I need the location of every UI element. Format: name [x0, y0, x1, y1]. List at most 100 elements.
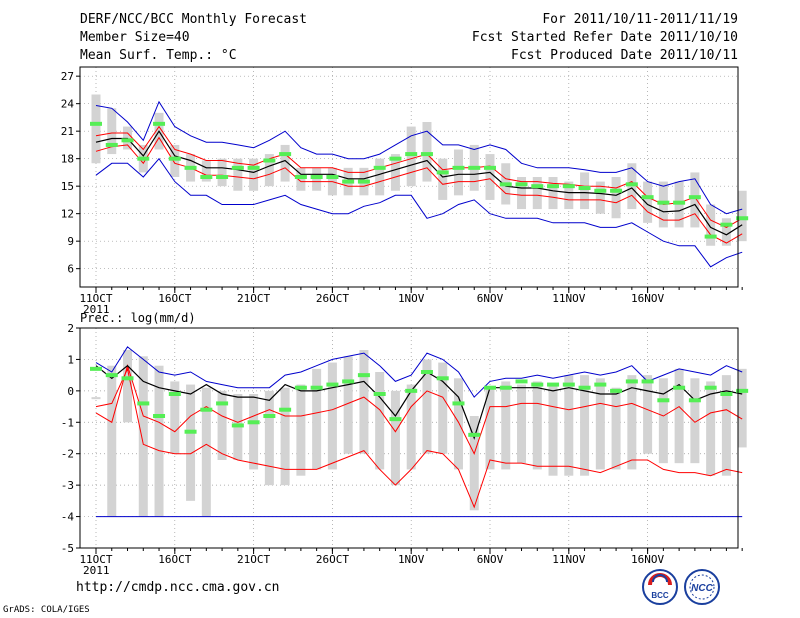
obs-marker [279, 407, 292, 412]
range-box [170, 144, 180, 177]
range-box [343, 356, 353, 454]
range-box [485, 387, 495, 470]
line-max [95, 100, 743, 215]
range-box [706, 204, 716, 246]
obs-marker [515, 182, 528, 187]
range-box [280, 144, 290, 182]
bcc-logo: BCC [642, 569, 678, 605]
obs-marker [625, 182, 638, 187]
obs-marker [263, 158, 276, 163]
obs-marker [326, 175, 339, 179]
range-box [690, 172, 700, 228]
plot-frame [79, 327, 739, 549]
range-box [721, 218, 731, 246]
obs-marker [263, 414, 276, 418]
range-box [737, 190, 747, 242]
range-box [564, 181, 574, 210]
range-box [249, 394, 259, 470]
range-box [375, 158, 385, 196]
range-box [595, 378, 605, 470]
range-box [658, 378, 668, 464]
obs-marker [610, 388, 623, 393]
obs-marker [452, 165, 465, 170]
range-box [517, 384, 527, 464]
obs-marker [720, 222, 733, 227]
panel-temperature: 6 9 12 15 18 21 24 27 11OCT 16OCT 21OCT 26OCT 1NOV 6N… [61, 66, 749, 316]
obs-marker [578, 385, 591, 390]
range-box [406, 126, 416, 187]
obs-marker [121, 376, 134, 381]
obs-marker [610, 188, 623, 193]
y-tick-label: 15 [61, 180, 74, 193]
range-box [580, 172, 590, 210]
obs-marker [499, 385, 512, 390]
obs-marker [704, 234, 717, 239]
obs-marker [468, 432, 481, 437]
ncc-logo-text: NCC [691, 583, 713, 594]
range-box [737, 368, 747, 448]
range-box [201, 160, 211, 182]
obs-marker [436, 376, 449, 381]
range-box [186, 384, 196, 501]
range-box [595, 181, 605, 214]
ncc-logo: NCC [684, 569, 720, 605]
source-url[interactable]: http://cmdp.ncc.cma.gov.cn [76, 580, 280, 595]
obs-marker [641, 195, 654, 200]
range-box [312, 167, 322, 191]
obs-marker [625, 379, 638, 384]
obs-marker [105, 142, 118, 147]
obs-marker [373, 392, 386, 396]
range-box [580, 375, 590, 476]
obs-marker [531, 184, 544, 189]
range-box [453, 378, 463, 470]
obs-marker [200, 407, 213, 412]
y-tick-label: 27 [61, 70, 74, 83]
header-period: For 2011/10/11-2011/11/19 [542, 12, 738, 27]
obs-marker [547, 382, 560, 387]
obs-marker [200, 175, 213, 179]
y-tick-label: 1 [67, 353, 74, 366]
x-tick-label: 11NOV [552, 553, 585, 566]
range-box [154, 365, 164, 517]
range-box [564, 375, 574, 476]
range-box [375, 372, 385, 470]
obs-marker [641, 379, 654, 384]
obs-marker [405, 152, 418, 157]
header-title: DERF/NCC/BCC Monthly Forecast [80, 12, 307, 27]
obs-marker [373, 165, 386, 170]
range-box [721, 375, 731, 476]
y-tick-label: 24 [61, 98, 75, 111]
obs-marker [547, 184, 560, 189]
x-tick-label: 11OCT [79, 292, 112, 305]
range-box [627, 375, 637, 470]
obs-marker [137, 156, 150, 161]
x-tick-label: 26OCT [316, 292, 349, 305]
range-box [312, 368, 322, 470]
bcc-logo-text: BCC [651, 591, 669, 600]
obs-marker [657, 398, 670, 403]
range-box [217, 390, 227, 460]
range-box [706, 381, 716, 476]
obs-marker [704, 385, 717, 390]
plot-frame [79, 66, 739, 288]
range-box [296, 167, 306, 191]
x-tick-label: 11NOV [552, 292, 585, 305]
x-tick-label: 21OCT [237, 292, 270, 305]
x-tick-label: 16OCT [158, 553, 191, 566]
range-box [469, 416, 479, 511]
x-tick-label: 26OCT [316, 553, 349, 566]
range-box [390, 154, 400, 191]
range-box [532, 381, 542, 470]
range-box [643, 181, 653, 223]
range-box [217, 158, 227, 187]
range-box [485, 154, 495, 200]
y-tick-label: 2 [67, 322, 74, 335]
range-box [201, 387, 211, 517]
obs-marker [294, 175, 307, 179]
obs-marker [515, 379, 528, 384]
obs-marker [578, 186, 591, 190]
header-produced-date: Fcst Produced Date 2011/10/11 [511, 48, 738, 63]
range-box [422, 122, 432, 182]
range-box [690, 378, 700, 464]
